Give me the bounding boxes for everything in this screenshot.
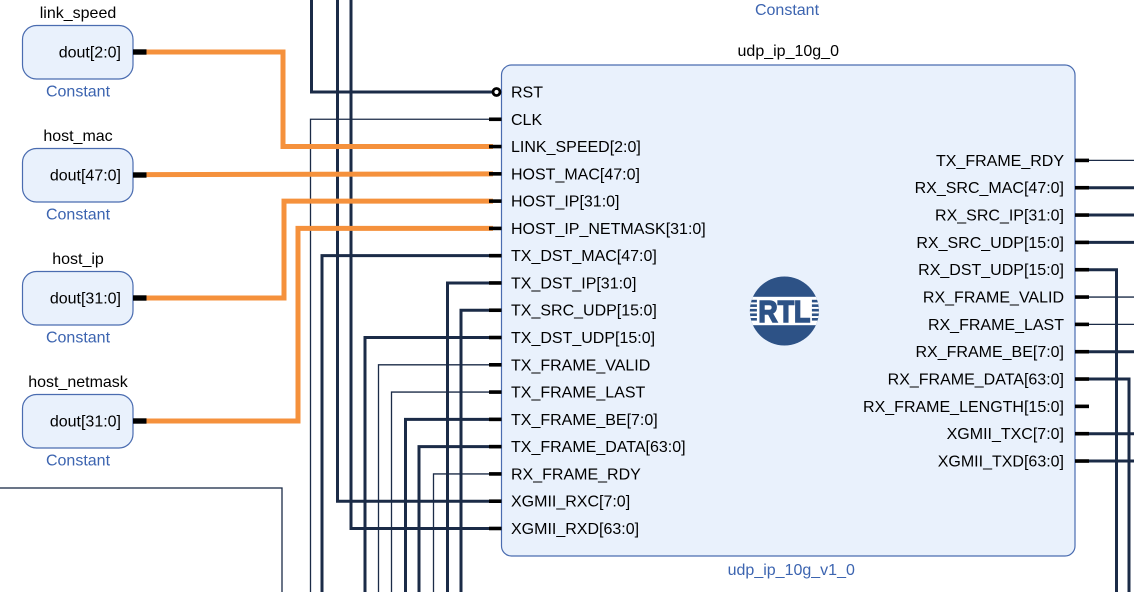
svg-text:RX_FRAME_LAST: RX_FRAME_LAST bbox=[928, 317, 1064, 334]
svg-text:HOST_IP[31:0]: HOST_IP[31:0] bbox=[511, 194, 620, 211]
svg-text:host_mac: host_mac bbox=[43, 128, 112, 145]
svg-text:RX_SRC_UDP[15:0]: RX_SRC_UDP[15:0] bbox=[916, 235, 1064, 252]
svg-text:TX_DST_IP[31:0]: TX_DST_IP[31:0] bbox=[511, 275, 636, 292]
svg-text:RX_FRAME_VALID: RX_FRAME_VALID bbox=[923, 290, 1064, 307]
svg-text:link_speed: link_speed bbox=[40, 5, 117, 22]
svg-text:TX_FRAME_VALID: TX_FRAME_VALID bbox=[511, 357, 650, 374]
svg-text:Constant: Constant bbox=[46, 330, 111, 347]
svg-text:dout[2:0]: dout[2:0] bbox=[59, 45, 121, 62]
svg-text:udp_ip_10g_v1_0: udp_ip_10g_v1_0 bbox=[728, 562, 855, 579]
svg-text:TX_DST_MAC[47:0]: TX_DST_MAC[47:0] bbox=[511, 248, 657, 265]
svg-text:RX_FRAME_RDY: RX_FRAME_RDY bbox=[511, 466, 641, 483]
svg-text:TX_SRC_UDP[15:0]: TX_SRC_UDP[15:0] bbox=[511, 303, 657, 320]
svg-text:HOST_IP_NETMASK[31:0]: HOST_IP_NETMASK[31:0] bbox=[511, 221, 706, 238]
svg-text:RX_SRC_MAC[47:0]: RX_SRC_MAC[47:0] bbox=[915, 180, 1064, 197]
svg-text:XGMII_TXD[63:0]: XGMII_TXD[63:0] bbox=[938, 454, 1064, 471]
svg-text:TX_DST_UDP[15:0]: TX_DST_UDP[15:0] bbox=[511, 330, 655, 347]
svg-text:RX_FRAME_LENGTH[15:0]: RX_FRAME_LENGTH[15:0] bbox=[863, 399, 1064, 416]
svg-text:Constant: Constant bbox=[46, 207, 111, 224]
svg-text:Constant: Constant bbox=[755, 2, 820, 19]
svg-text:RX_FRAME_DATA[63:0]: RX_FRAME_DATA[63:0] bbox=[888, 372, 1064, 389]
svg-text:host_netmask: host_netmask bbox=[28, 374, 129, 391]
svg-text:RTL: RTL bbox=[758, 294, 810, 329]
svg-text:TX_FRAME_BE[7:0]: TX_FRAME_BE[7:0] bbox=[511, 412, 658, 429]
svg-text:HOST_MAC[47:0]: HOST_MAC[47:0] bbox=[511, 166, 640, 183]
svg-text:dout[31:0]: dout[31:0] bbox=[50, 291, 121, 308]
svg-text:XGMII_TXC[7:0]: XGMII_TXC[7:0] bbox=[947, 426, 1064, 443]
svg-text:RST: RST bbox=[511, 85, 543, 102]
svg-text:TX_FRAME_RDY: TX_FRAME_RDY bbox=[936, 153, 1064, 170]
svg-text:LINK_SPEED[2:0]: LINK_SPEED[2:0] bbox=[511, 139, 641, 156]
svg-text:RX_DST_UDP[15:0]: RX_DST_UDP[15:0] bbox=[918, 262, 1064, 279]
svg-text:CLK: CLK bbox=[511, 112, 542, 129]
svg-text:dout[47:0]: dout[47:0] bbox=[50, 168, 121, 185]
svg-text:XGMII_RXC[7:0]: XGMII_RXC[7:0] bbox=[511, 494, 630, 511]
svg-text:Constant: Constant bbox=[46, 84, 111, 101]
svg-text:XGMII_RXD[63:0]: XGMII_RXD[63:0] bbox=[511, 521, 639, 538]
svg-text:RX_SRC_IP[31:0]: RX_SRC_IP[31:0] bbox=[935, 208, 1064, 225]
svg-text:host_ip: host_ip bbox=[52, 251, 104, 268]
svg-text:udp_ip_10g_0: udp_ip_10g_0 bbox=[738, 43, 840, 60]
svg-text:TX_FRAME_LAST: TX_FRAME_LAST bbox=[511, 385, 645, 402]
svg-text:TX_FRAME_DATA[63:0]: TX_FRAME_DATA[63:0] bbox=[511, 439, 686, 456]
svg-text:RX_FRAME_BE[7:0]: RX_FRAME_BE[7:0] bbox=[916, 344, 1065, 361]
svg-text:dout[31:0]: dout[31:0] bbox=[50, 414, 121, 431]
svg-text:Constant: Constant bbox=[46, 453, 111, 470]
